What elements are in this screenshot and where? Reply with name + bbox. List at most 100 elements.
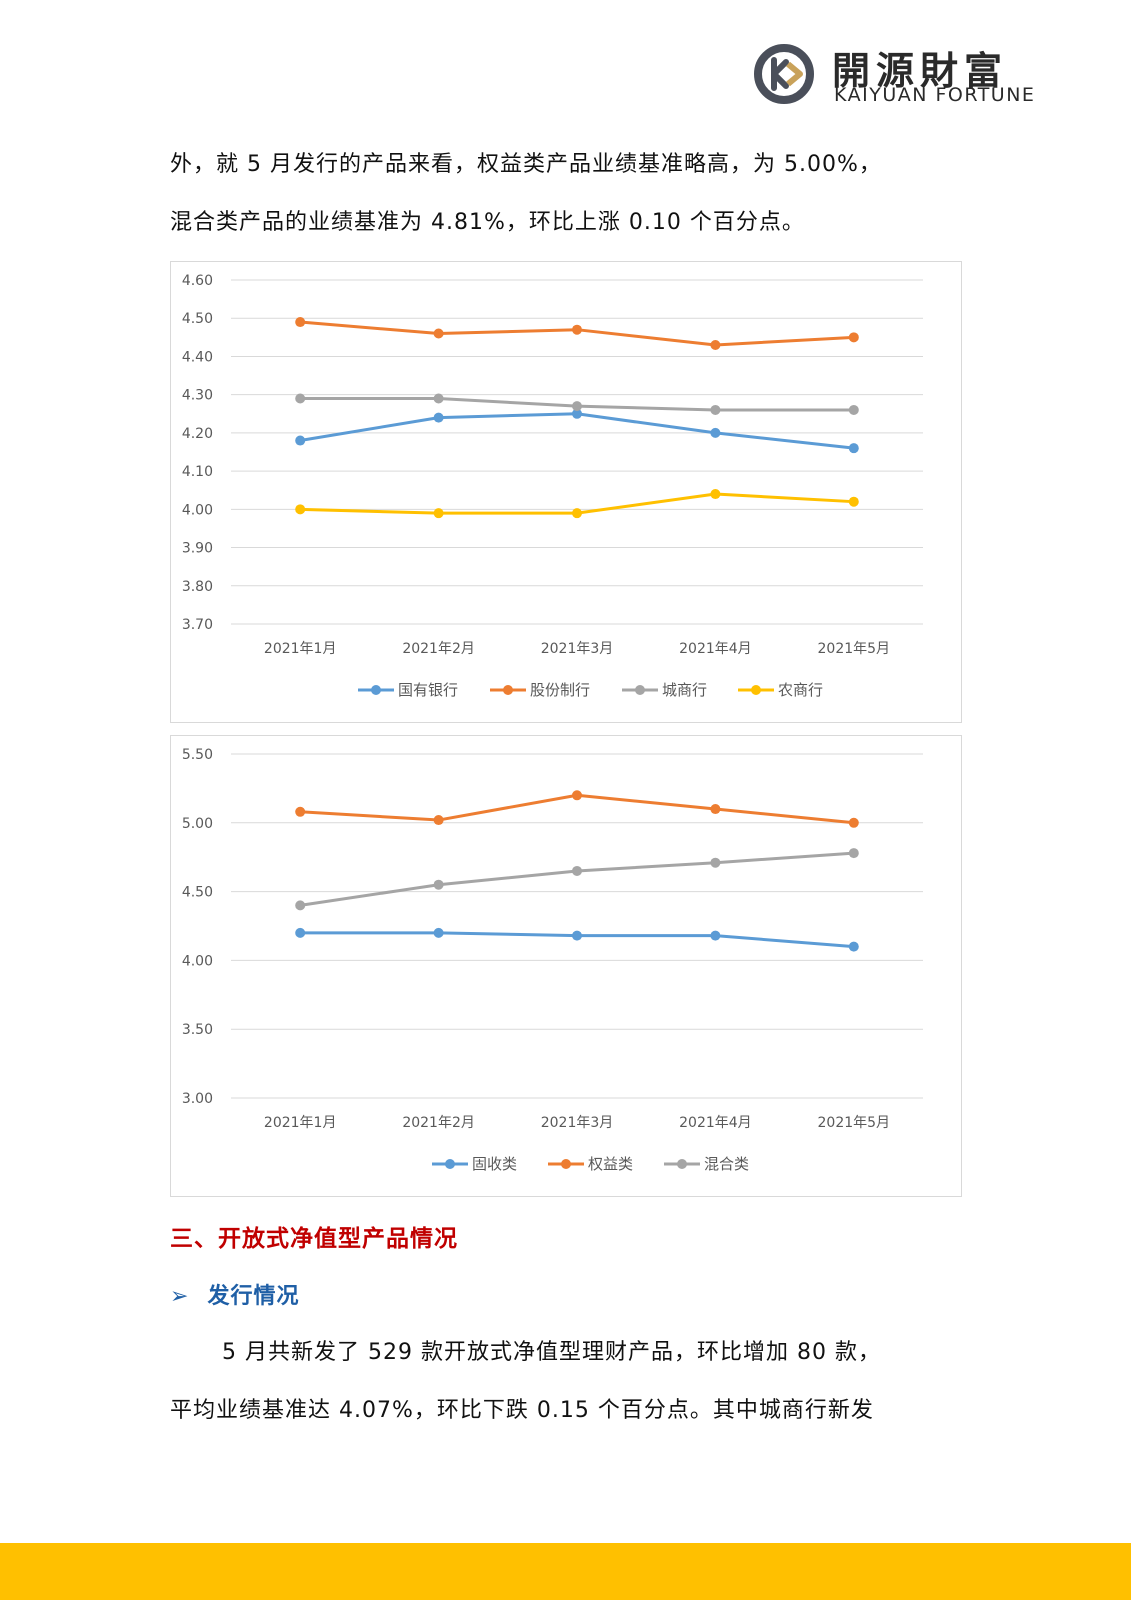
x-tick-label: 2021年3月	[541, 641, 614, 657]
data-point	[710, 427, 721, 438]
legend-label: 固收类	[472, 1155, 517, 1173]
y-tick-label: 4.60	[182, 273, 213, 289]
data-point	[572, 930, 582, 941]
y-tick-label: 4.40	[182, 349, 213, 365]
y-tick-label: 4.30	[182, 388, 213, 404]
data-point	[572, 865, 582, 876]
legend-label: 国有银行	[398, 681, 458, 699]
y-tick-label: 4.00	[182, 953, 213, 969]
data-point	[295, 393, 306, 404]
data-point	[848, 443, 859, 454]
data-point	[295, 317, 306, 328]
y-tick-label: 3.80	[182, 579, 213, 595]
data-point	[572, 508, 582, 519]
y-tick-label: 5.00	[182, 816, 213, 832]
logo-mark-icon	[754, 44, 814, 104]
legend-marker	[561, 1159, 571, 1169]
legend-item: 农商行	[738, 681, 823, 699]
x-tick-label: 2021年5月	[818, 1115, 891, 1131]
chart-bank-type-svg: 4.60 4.50 4.40 4.30 4.20 4.10 4.00 3.90 3.80 3.70…	[182, 273, 923, 699]
company-logo: 開源財富 KAIYUAN FORTUNE	[752, 40, 1052, 110]
data-point	[295, 435, 306, 446]
paragraph-1-line-2: 混合类产品的业绩基准为 4.81%，环比上涨 0.10 个百分点。	[170, 210, 805, 235]
x-tick-label: 2021年2月	[402, 641, 475, 657]
logo-english-name: KAIYUAN FORTUNE	[834, 84, 1036, 106]
x-tick-label: 2021年2月	[402, 1115, 475, 1131]
y-tick-label: 4.10	[182, 464, 213, 480]
data-point	[710, 339, 721, 350]
paragraph-2-line-2: 平均业绩基准达 4.07%，环比下跌 0.15 个百分点。其中城商行新发	[170, 1398, 874, 1423]
data-point	[433, 412, 444, 423]
legend-item: 国有银行	[358, 681, 458, 699]
arrow-bullet-icon: ➢	[170, 1284, 190, 1309]
y-tick-label: 3.70	[182, 617, 213, 633]
data-point	[433, 328, 444, 339]
legend-item: 股份制行	[490, 681, 590, 699]
data-point	[295, 927, 306, 938]
data-point	[710, 404, 721, 415]
data-point	[295, 900, 306, 911]
data-point	[848, 404, 859, 415]
data-point	[848, 332, 859, 343]
data-point	[848, 941, 859, 952]
legend-item: 权益类	[548, 1155, 633, 1173]
legend-marker	[371, 685, 381, 695]
legend-item: 混合类	[664, 1155, 749, 1173]
series-line	[299, 412, 854, 450]
y-tick-label: 4.50	[182, 311, 213, 327]
data-point	[433, 508, 444, 519]
legend-label: 股份制行	[530, 681, 590, 699]
subheading: ➢ 发行情况	[170, 1278, 299, 1310]
data-point	[572, 401, 582, 412]
x-tick-label: 2021年3月	[541, 1115, 614, 1131]
legend-item: 城商行	[622, 681, 707, 699]
y-tick-label: 4.20	[182, 426, 213, 442]
legend-marker	[677, 1159, 687, 1169]
data-point	[710, 804, 721, 815]
paragraph-1: 外，就 5 月发行的产品来看，权益类产品业绩基准略高，为 5.00%， 混合类产…	[170, 136, 960, 252]
legend-label: 权益类	[588, 1155, 633, 1173]
x-tick-label: 2021年4月	[679, 641, 752, 657]
y-tick-label: 5.50	[182, 747, 213, 763]
data-point	[433, 393, 444, 404]
legend-label: 农商行	[778, 681, 823, 699]
legend-marker	[751, 685, 761, 695]
data-point	[433, 927, 444, 938]
footer-bar	[0, 1543, 1131, 1600]
paragraph-2-line-1: 5 月共新发了 529 款开放式净值型理财产品，环比增加 80 款，	[222, 1340, 881, 1365]
data-point	[848, 817, 859, 828]
series-line	[299, 851, 854, 907]
data-point	[433, 879, 444, 890]
y-tick-label: 3.00	[182, 1091, 213, 1107]
data-point	[433, 815, 444, 826]
chart-product-type-svg: 5.50 5.00 4.50 4.00 3.50 3.00 2021年1月 2021年2月 20…	[182, 747, 923, 1173]
y-tick-label: 3.90	[182, 541, 213, 557]
y-tick-label: 4.00	[182, 502, 213, 518]
data-point	[710, 489, 721, 500]
legend-item: 固收类	[432, 1155, 517, 1173]
data-point	[710, 857, 721, 868]
data-point	[572, 408, 582, 419]
paragraph-2: 5 月共新发了 529 款开放式净值型理财产品，环比增加 80 款， 平均业绩基…	[170, 1324, 960, 1440]
data-point	[572, 790, 582, 801]
subheading-text: 发行情况	[207, 1284, 300, 1309]
legend-marker	[503, 685, 513, 695]
legend-label: 城商行	[662, 681, 707, 699]
legend-marker	[445, 1159, 455, 1169]
x-tick-label: 2021年1月	[264, 641, 337, 657]
legend-marker	[635, 685, 645, 695]
data-point	[295, 504, 306, 515]
chart-product-type: 5.50 5.00 4.50 4.00 3.50 3.00 2021年1月 2021年2月 20…	[170, 735, 962, 1197]
y-tick-label: 4.50	[182, 885, 213, 901]
data-point	[710, 930, 721, 941]
data-point	[848, 496, 859, 507]
section-heading: 三、开放式净值型产品情况	[170, 1226, 458, 1252]
y-tick-label: 3.50	[182, 1022, 213, 1038]
x-tick-label: 2021年1月	[264, 1115, 337, 1131]
x-tick-label: 2021年4月	[679, 1115, 752, 1131]
data-point	[572, 324, 582, 335]
legend-label: 混合类	[704, 1155, 749, 1173]
paragraph-1-line-1: 外，就 5 月发行的产品来看，权益类产品业绩基准略高，为 5.00%，	[170, 152, 882, 177]
data-point	[848, 848, 859, 859]
chart-bank-type: 4.60 4.50 4.40 4.30 4.20 4.10 4.00 3.90 3.80 3.70…	[170, 261, 962, 723]
